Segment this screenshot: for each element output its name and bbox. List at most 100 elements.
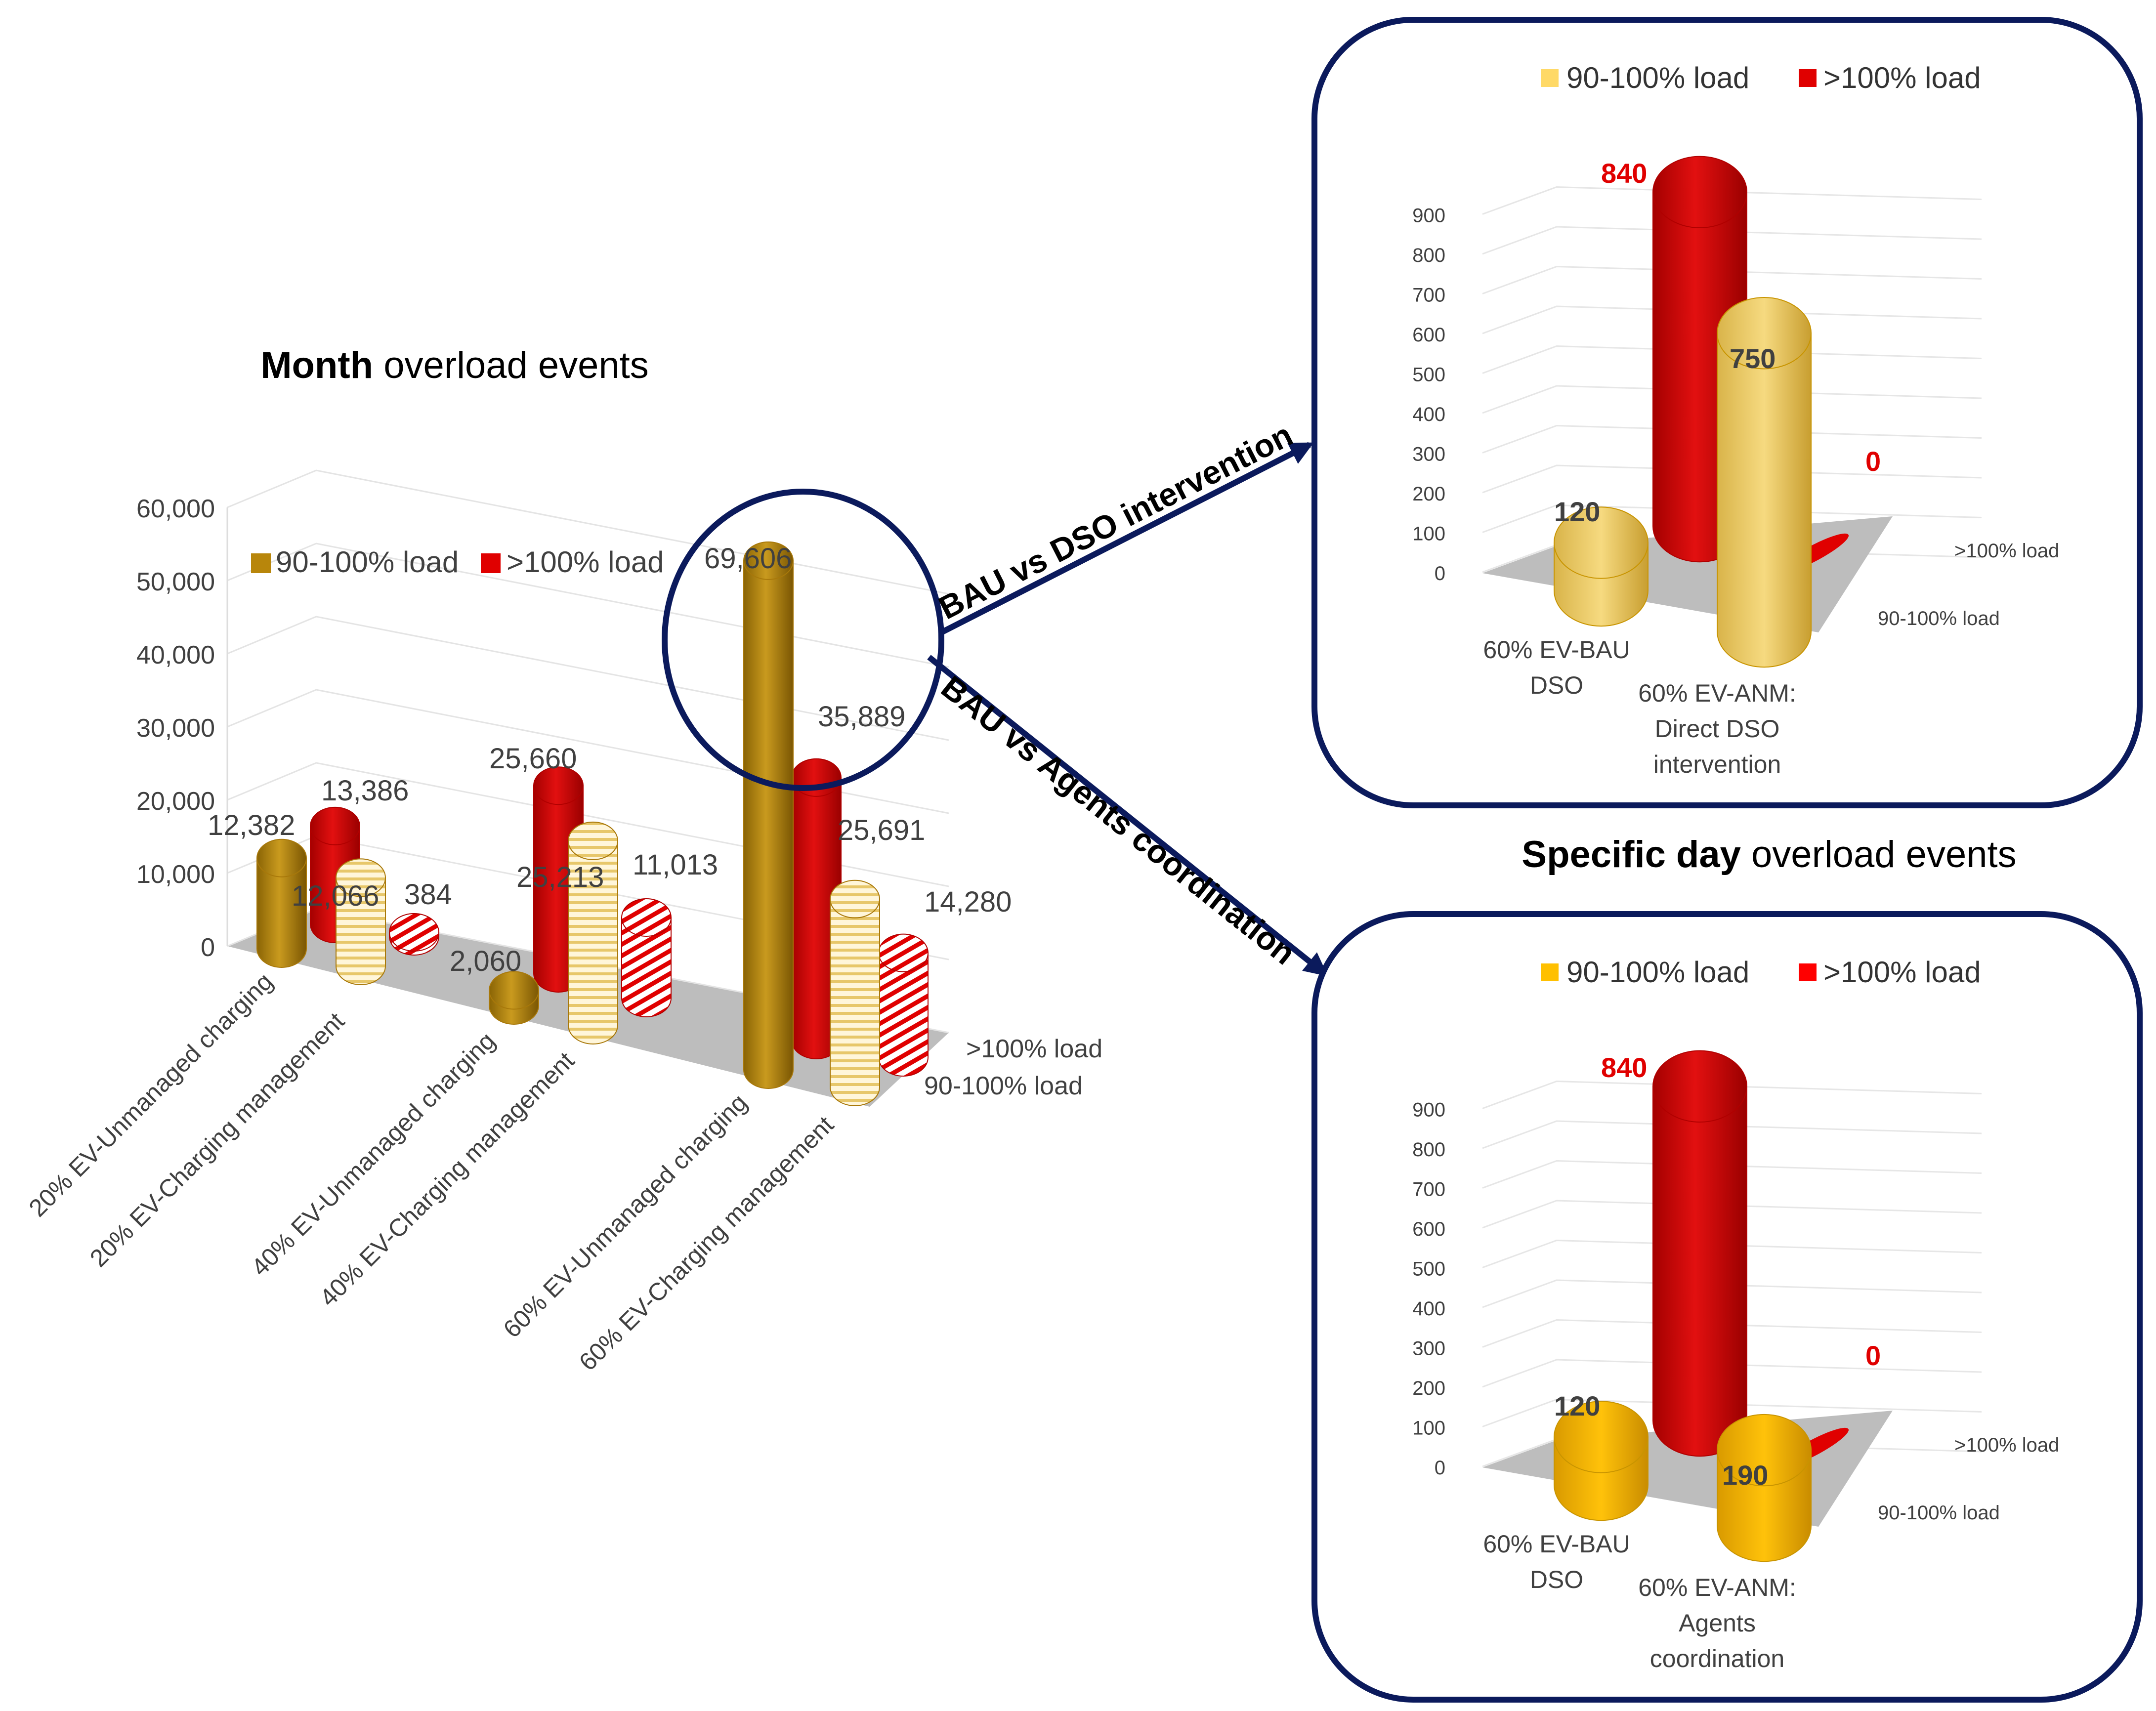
bar-90-100 bbox=[830, 879, 880, 1106]
legend-label-90-100: 90-100% load bbox=[276, 545, 459, 579]
gridline bbox=[1482, 1080, 1982, 1109]
data-label-gt100: 384 bbox=[404, 878, 452, 911]
y-tick-label: 20,000 bbox=[136, 787, 215, 816]
data-label-gt100: 35,889 bbox=[818, 701, 905, 733]
arrow-agents-line bbox=[927, 655, 1328, 976]
data-label-90-100: 750 bbox=[1730, 343, 1776, 374]
legend-swatch-red bbox=[481, 553, 501, 573]
y-tick-label: 0 bbox=[201, 933, 215, 962]
y-tick-label: 500 bbox=[1412, 364, 1445, 386]
legend-label-90-100: 90-100% load bbox=[1566, 61, 1749, 94]
data-label-gt100: 0 bbox=[1865, 446, 1881, 477]
y-tick-label: 100 bbox=[1412, 523, 1445, 545]
arrow-agents-label: BAU vs Agents coordination bbox=[934, 668, 1302, 971]
month-legend: 90-100% load >100% load bbox=[251, 545, 664, 579]
category-label: coordination bbox=[1650, 1645, 1784, 1672]
gridline bbox=[1482, 1279, 1982, 1308]
gridline bbox=[1482, 1319, 1982, 1348]
bar-gt100 bbox=[1652, 1050, 1747, 1457]
data-label-gt100: 11,013 bbox=[633, 849, 718, 881]
legend-label-gt100: >100% load bbox=[1823, 956, 1981, 989]
bar-90-100 bbox=[1554, 506, 1649, 627]
bar-gt100 bbox=[878, 933, 929, 1077]
legend-swatch-90-100 bbox=[1541, 963, 1559, 981]
depth-label-gt100: >100% load bbox=[1954, 1434, 2059, 1456]
category-label: Direct DSO bbox=[1655, 715, 1780, 743]
bar-90-100 bbox=[1717, 1414, 1812, 1562]
bar-90-100 bbox=[336, 858, 386, 985]
category-label: 60% EV-ANM: bbox=[1638, 679, 1796, 707]
legend-swatch-90-100 bbox=[1541, 69, 1559, 87]
y-tick-label: 60,000 bbox=[136, 495, 215, 523]
y-tick-label: 100 bbox=[1412, 1418, 1445, 1439]
data-label-90-100: 190 bbox=[1722, 1460, 1768, 1491]
gridline bbox=[1482, 1120, 1982, 1149]
y-tick-label: 700 bbox=[1412, 285, 1445, 306]
y-tick-label: 200 bbox=[1412, 483, 1445, 505]
legend-label-gt100: >100% load bbox=[507, 545, 664, 579]
gridline bbox=[1482, 345, 1982, 374]
data-labels: 12,382 12,066 2,060 25,213 69,606 25,691 13,38… bbox=[208, 543, 1012, 977]
y-tick-label: 400 bbox=[1412, 404, 1445, 425]
y-tick-label: 0 bbox=[1435, 1457, 1445, 1479]
category-label: 20% EV-Unmanaged charging bbox=[24, 967, 278, 1222]
y-tick-label: 600 bbox=[1412, 324, 1445, 346]
data-label-gt100: 14,280 bbox=[924, 886, 1012, 918]
y-tick-label: 900 bbox=[1412, 1099, 1445, 1121]
category-label: 60% EV-BAU bbox=[1483, 1530, 1630, 1558]
bar-90-100 bbox=[489, 971, 539, 1025]
y-tick-label: 800 bbox=[1412, 1139, 1445, 1161]
month-chart: Month overload events 0 10,000 20,000 30,00… bbox=[24, 344, 1103, 1376]
depth-label-gt100: >100% load bbox=[1954, 540, 2059, 562]
data-label-gt100: 840 bbox=[1601, 158, 1647, 189]
data-label-90-100: 12,066 bbox=[292, 880, 379, 912]
gridline bbox=[1482, 265, 1982, 294]
data-label-90-100: 69,606 bbox=[704, 543, 792, 575]
y-tick-label: 700 bbox=[1412, 1179, 1445, 1201]
y-tick-label: 600 bbox=[1412, 1218, 1445, 1240]
data-label-90-100: 120 bbox=[1554, 496, 1600, 527]
category-label: 60% EV-BAU bbox=[1483, 636, 1630, 664]
y-tick-label: 200 bbox=[1412, 1377, 1445, 1399]
legend-label-90-100: 90-100% load bbox=[1566, 956, 1749, 989]
category-label: 60% EV-ANM: bbox=[1638, 1574, 1796, 1601]
y-tick-label: 30,000 bbox=[136, 714, 215, 743]
gridline bbox=[1482, 385, 1982, 414]
legend-swatch-gt100 bbox=[1799, 963, 1817, 981]
category-label: DSO bbox=[1530, 1566, 1583, 1593]
gridline bbox=[227, 762, 949, 887]
bars bbox=[256, 541, 929, 1106]
data-label-gt100: 13,386 bbox=[321, 775, 409, 807]
gridline bbox=[227, 469, 949, 595]
y-tick-label: 800 bbox=[1412, 245, 1445, 266]
bar-90-100 bbox=[1554, 1401, 1649, 1521]
arrow-dso-line bbox=[940, 442, 1314, 635]
y-tick-label: 0 bbox=[1435, 563, 1445, 584]
y-tick-label: 40,000 bbox=[136, 641, 215, 669]
category-label: DSO bbox=[1530, 671, 1583, 699]
specific-day-title: Specific day overload events bbox=[1522, 834, 2016, 876]
panel-agents: 90-100% load >100% load 0 100 200 300 400 500… bbox=[1311, 911, 2143, 1703]
bar-gt100 bbox=[389, 913, 439, 956]
panel-agents-chart: 0 100 200 300 400 500 600 700 800 900 120 190 840 0 >1… bbox=[1412, 1050, 2059, 1672]
gridline bbox=[1482, 1160, 1982, 1189]
gridline bbox=[1482, 1359, 1982, 1388]
data-label-90-100: 2,060 bbox=[450, 945, 521, 977]
y-tick-label: 300 bbox=[1412, 444, 1445, 465]
depth-label-90-100: 90-100% load bbox=[1878, 608, 2000, 629]
y-axis-ticks: 0 10,000 20,000 30,000 40,000 50,000 60,000 bbox=[136, 495, 215, 962]
y-tick-label: 10,000 bbox=[136, 860, 215, 889]
data-label-gt100: 25,660 bbox=[489, 743, 577, 775]
highlight-circle bbox=[662, 489, 944, 791]
data-label-90-100: 25,213 bbox=[516, 861, 604, 893]
gridline bbox=[1482, 464, 1982, 494]
bar-90-100 bbox=[743, 541, 794, 1089]
depth-label-90-100: 90-100% load bbox=[924, 1072, 1083, 1100]
legend-swatch-gold bbox=[251, 553, 271, 573]
gridline bbox=[1482, 504, 1982, 533]
panel-dso: 90-100% load >100% load 0 100 200 300 400 500… bbox=[1311, 17, 2143, 808]
data-label-gt100: 0 bbox=[1865, 1340, 1881, 1371]
gridline bbox=[1482, 226, 1982, 255]
gridline bbox=[1482, 1239, 1982, 1268]
